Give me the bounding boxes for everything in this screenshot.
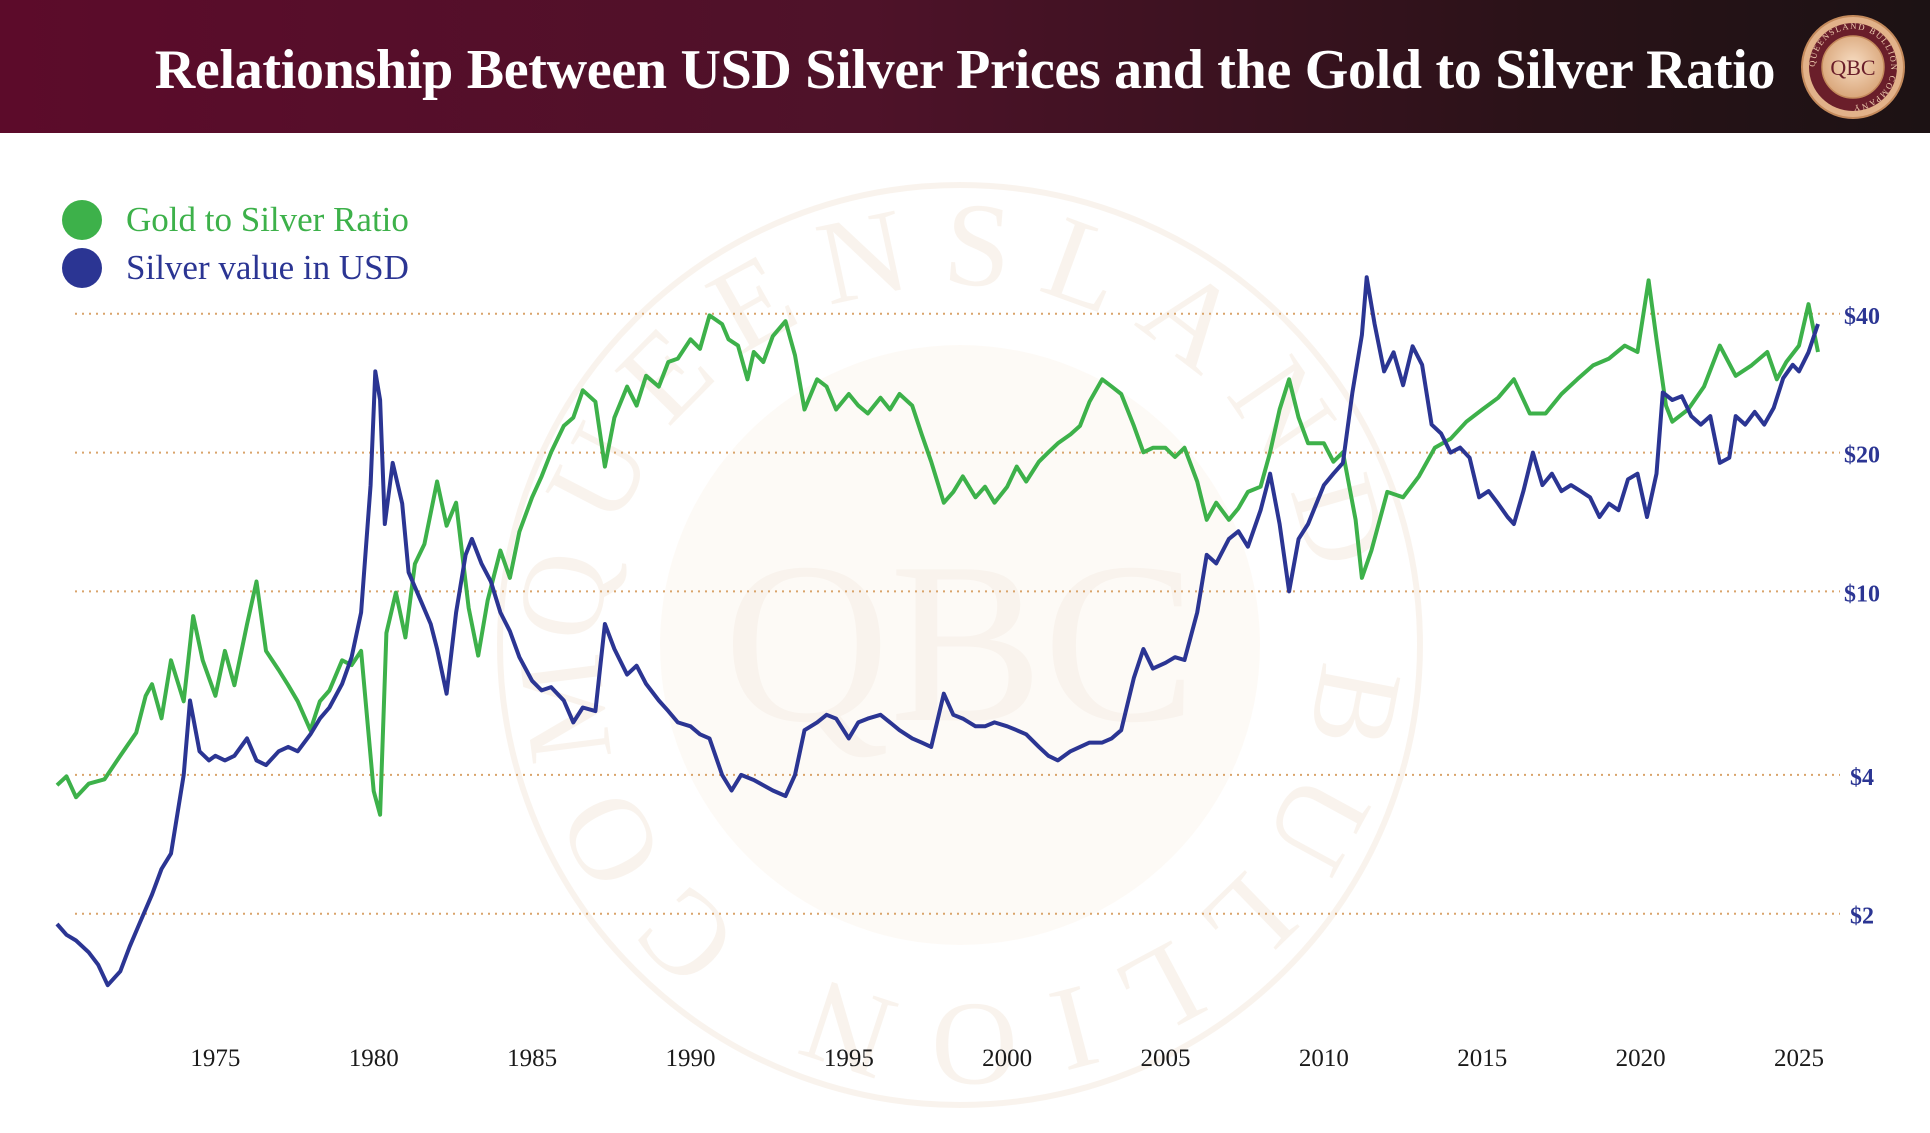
series-line-silver-usd — [55, 275, 1820, 988]
x-tick-label: 2000 — [982, 1045, 1032, 1072]
y-axis: $2 $4 $10 $20 $40 — [1844, 304, 1880, 930]
x-tick-label: 2005 — [1141, 1045, 1191, 1072]
legend-label-ratio: Gold to Silver Ratio — [126, 200, 409, 239]
x-axis: 1975 1980 1985 1990 1995 2000 2005 2010 2015 2020… — [190, 1045, 1824, 1072]
legend-swatch-ratio — [62, 200, 102, 240]
legend: Gold to Silver Ratio Silver value in USD — [62, 196, 409, 292]
watermark-center-text: QBC — [724, 515, 1197, 770]
x-tick-label: 1990 — [665, 1045, 715, 1072]
grid-lines — [75, 312, 1840, 915]
y-tick-label: $4 — [1850, 765, 1874, 791]
x-tick-label: 2020 — [1616, 1045, 1666, 1072]
y-tick-label: $40 — [1844, 304, 1880, 330]
x-tick-label: 1975 — [190, 1045, 240, 1072]
legend-swatch-silver — [62, 248, 102, 288]
legend-item-ratio: Gold to Silver Ratio — [62, 196, 409, 244]
series-lines — [55, 275, 1820, 988]
qbc-logo: QUEENSLAND BULLION COMPANY QBC — [1801, 15, 1905, 119]
x-tick-label: 1985 — [507, 1045, 557, 1072]
page-title: Relationship Between USD Silver Prices a… — [154, 39, 1776, 101]
legend-item-silver: Silver value in USD — [62, 244, 409, 292]
legend-label-silver: Silver value in USD — [126, 248, 409, 287]
y-tick-label: $20 — [1844, 443, 1880, 469]
y-tick-label: $10 — [1844, 581, 1880, 607]
x-tick-label: 1995 — [824, 1045, 874, 1072]
x-tick-label: 2015 — [1457, 1045, 1507, 1072]
y-tick-label: $2 — [1850, 904, 1874, 930]
chart-area: QUEENSLAND BULLION COMPANY QBC $2$4$10$2… — [0, 133, 1880, 1112]
header-banner: Relationship Between USD Silver Prices a… — [0, 0, 1930, 133]
x-tick-label: 2025 — [1774, 1045, 1824, 1072]
series-line-gold-silver-ratio — [55, 278, 1820, 817]
x-tick-label: 2010 — [1299, 1045, 1349, 1072]
logo-text: QBC — [1830, 55, 1875, 80]
x-tick-label: 1980 — [349, 1045, 399, 1072]
